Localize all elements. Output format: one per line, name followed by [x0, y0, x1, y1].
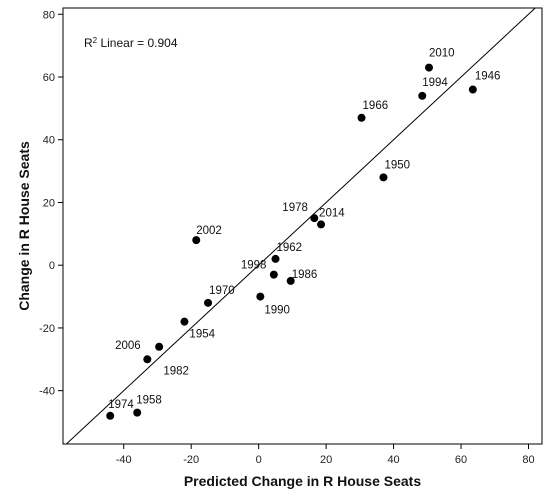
data-point-2010 [424, 63, 433, 72]
point-label-1990: 1990 [264, 305, 290, 317]
y-axis-title-group: Change in R House Seats [16, 141, 32, 311]
x-tick-label: -20 [183, 454, 199, 466]
data-point-2006 [155, 342, 164, 351]
point-label-1958: 1958 [136, 395, 162, 407]
point-label-1950: 1950 [384, 159, 410, 171]
r-squared-superscript: 2 [93, 36, 98, 45]
point-label-2006: 2006 [115, 340, 141, 352]
x-tick-label: 20 [320, 454, 332, 466]
y-tick-label: 80 [43, 9, 55, 21]
data-point-1958 [133, 408, 142, 417]
data-point-1954 [180, 317, 189, 326]
point-label-1998: 1998 [241, 260, 267, 272]
point-label-2002: 2002 [196, 225, 222, 237]
x-tick-label: -40 [116, 454, 132, 466]
y-axis-title: Change in R House Seats [16, 141, 32, 311]
point-label-2014: 2014 [319, 207, 345, 219]
data-point-1970 [204, 298, 213, 307]
x-tick-label: 60 [455, 454, 467, 466]
point-label-1946: 1946 [475, 71, 501, 83]
data-point-1974 [106, 411, 115, 420]
x-axis-title: Predicted Change in R House Seats [184, 473, 421, 489]
point-label-1974: 1974 [108, 399, 134, 411]
point-label-1962: 1962 [277, 242, 303, 254]
data-point-1946 [468, 85, 477, 94]
r-squared-annotation: R2 Linear = 0.904 [84, 36, 178, 51]
point-label-1970: 1970 [209, 285, 235, 297]
point-label-1994: 1994 [422, 77, 448, 89]
x-tick-label: 40 [387, 454, 399, 466]
y-tick-label: 20 [43, 197, 55, 209]
data-point-1962 [271, 254, 280, 263]
x-tick-label: 80 [522, 454, 534, 466]
y-tick-label: -40 [39, 386, 55, 398]
y-tick-label: 60 [43, 72, 55, 84]
data-point-1990 [256, 292, 265, 301]
plot-frame [62, 7, 543, 445]
data-point-2014 [317, 220, 326, 229]
point-label-1966: 1966 [363, 100, 389, 112]
data-point-1966 [357, 113, 366, 122]
data-point-1950 [379, 173, 388, 182]
data-point-1982 [143, 355, 152, 364]
x-tick-label: 0 [256, 454, 262, 466]
data-point-2002 [192, 236, 201, 245]
fit-line [65, 8, 536, 444]
data-point-1986 [286, 276, 295, 285]
data-point-1994 [418, 91, 427, 100]
y-tick-label: 40 [43, 135, 55, 147]
point-label-1986: 1986 [292, 269, 318, 281]
y-tick-label: -20 [39, 323, 55, 335]
r-squared-value-text: Linear = 0.904 [97, 36, 178, 50]
point-label-1982: 1982 [163, 365, 189, 377]
point-label-2010: 2010 [429, 48, 455, 60]
point-label-1954: 1954 [189, 329, 215, 341]
plot-area: -40 -20 0 20 40 60 80 -40 -20 0 20 40 60 80 2010 1994 19… [39, 7, 543, 466]
y-tick-label: 0 [49, 260, 55, 272]
data-point-1978 [310, 214, 319, 223]
point-label-1978: 1978 [282, 202, 308, 214]
data-point-1998 [269, 270, 278, 279]
r-squared-base-text: R [84, 36, 93, 50]
